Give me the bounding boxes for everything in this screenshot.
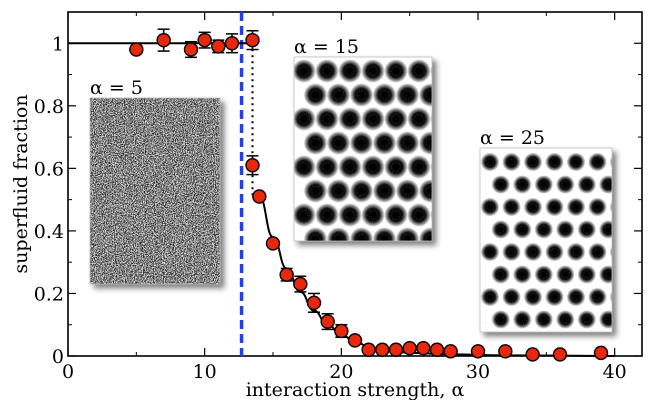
lattice-droplet [609, 245, 612, 259]
lattice-droplet [609, 290, 612, 304]
data-point [429, 342, 445, 357]
inset-2 [292, 56, 466, 275]
axes: 0 10 20 30 40 0 0.2 0.4 0.6 0.8 1 [34, 11, 643, 383]
lattice-droplet [567, 333, 586, 352]
inset-border [89, 97, 221, 285]
x-tick-label: 20 [329, 361, 353, 383]
data-point [245, 158, 260, 173]
lattice-droplet [430, 208, 432, 222]
data-point [265, 236, 281, 251]
speckle-overlay [294, 57, 432, 241]
x-tick-label: 30 [466, 361, 490, 383]
y-tick-label: 0.4 [34, 221, 64, 243]
lattice-droplet [442, 227, 466, 251]
lattice-droplet [442, 83, 466, 107]
data-point [183, 42, 199, 57]
lattice-droplet [430, 64, 432, 78]
lattice-droplet [430, 160, 432, 174]
y-tick-label: 1 [52, 33, 64, 55]
data-point [375, 342, 390, 357]
data-point [593, 345, 609, 361]
data-point [129, 42, 144, 57]
data-point [388, 342, 404, 357]
inset-image [90, 98, 220, 284]
inset-label: α = 25 [480, 127, 545, 149]
data-point [470, 344, 486, 359]
lattice-droplet [384, 251, 408, 275]
data-point [416, 340, 431, 356]
data-point [252, 189, 267, 204]
data-point [402, 340, 417, 356]
data-point [525, 347, 540, 362]
data-point [443, 344, 458, 359]
y-tick-label: 0.6 [34, 158, 64, 180]
noise-texture [90, 98, 220, 284]
inset-image [292, 57, 466, 275]
plot-frame [67, 11, 643, 357]
inset-image [480, 148, 639, 352]
data-point [224, 36, 240, 51]
lattice-droplet [609, 200, 612, 214]
lattice-droplet [430, 251, 454, 275]
lattice-droplet [442, 131, 466, 155]
x-axis-title: interaction strength, α [246, 379, 465, 400]
data-point [211, 39, 226, 54]
inset-border [479, 147, 613, 333]
speckle-overlay [480, 148, 612, 332]
lattice-droplet [620, 310, 639, 329]
data-point [361, 342, 376, 357]
lattice-droplet [407, 251, 431, 275]
insets-layer: α = 5 α = 15 α = 25 [89, 36, 639, 352]
y-tick-label: 0.8 [34, 96, 64, 118]
x-tick-label: 40 [603, 361, 627, 383]
inset-3 [479, 147, 639, 352]
data-point [156, 32, 171, 48]
inset-border [293, 56, 433, 242]
y-axis-title: superfluid fraction [10, 94, 32, 273]
lattice-droplet [292, 251, 316, 275]
data-point [498, 344, 513, 359]
data-point [293, 276, 308, 292]
data-point [320, 314, 335, 329]
data-points-layer [129, 28, 609, 362]
lattice-droplet [430, 112, 432, 126]
inset-label: α = 15 [294, 36, 359, 58]
x-tick-label: 0 [62, 361, 74, 383]
data-point [197, 32, 212, 48]
data-point [306, 295, 322, 311]
data-point [334, 323, 349, 339]
lattice-droplet [609, 155, 612, 169]
inset-1 [89, 97, 221, 285]
y-tick-label: 0 [52, 346, 64, 368]
data-point [245, 32, 260, 48]
lattice-droplet [361, 251, 385, 275]
lattice-droplet [620, 220, 639, 239]
lattice-droplet [338, 251, 362, 275]
y-tick-label: 0.2 [34, 283, 64, 305]
lattice-droplet [620, 265, 639, 284]
inset-label: α = 5 [90, 77, 143, 99]
x-tick-label: 10 [193, 361, 217, 383]
lattice-droplet [610, 333, 629, 352]
data-point [347, 333, 363, 348]
data-point [552, 347, 568, 362]
lattice-droplet [620, 175, 639, 194]
lattice-droplet [315, 251, 339, 275]
data-point [279, 267, 294, 282]
lattice-droplet [442, 179, 466, 203]
